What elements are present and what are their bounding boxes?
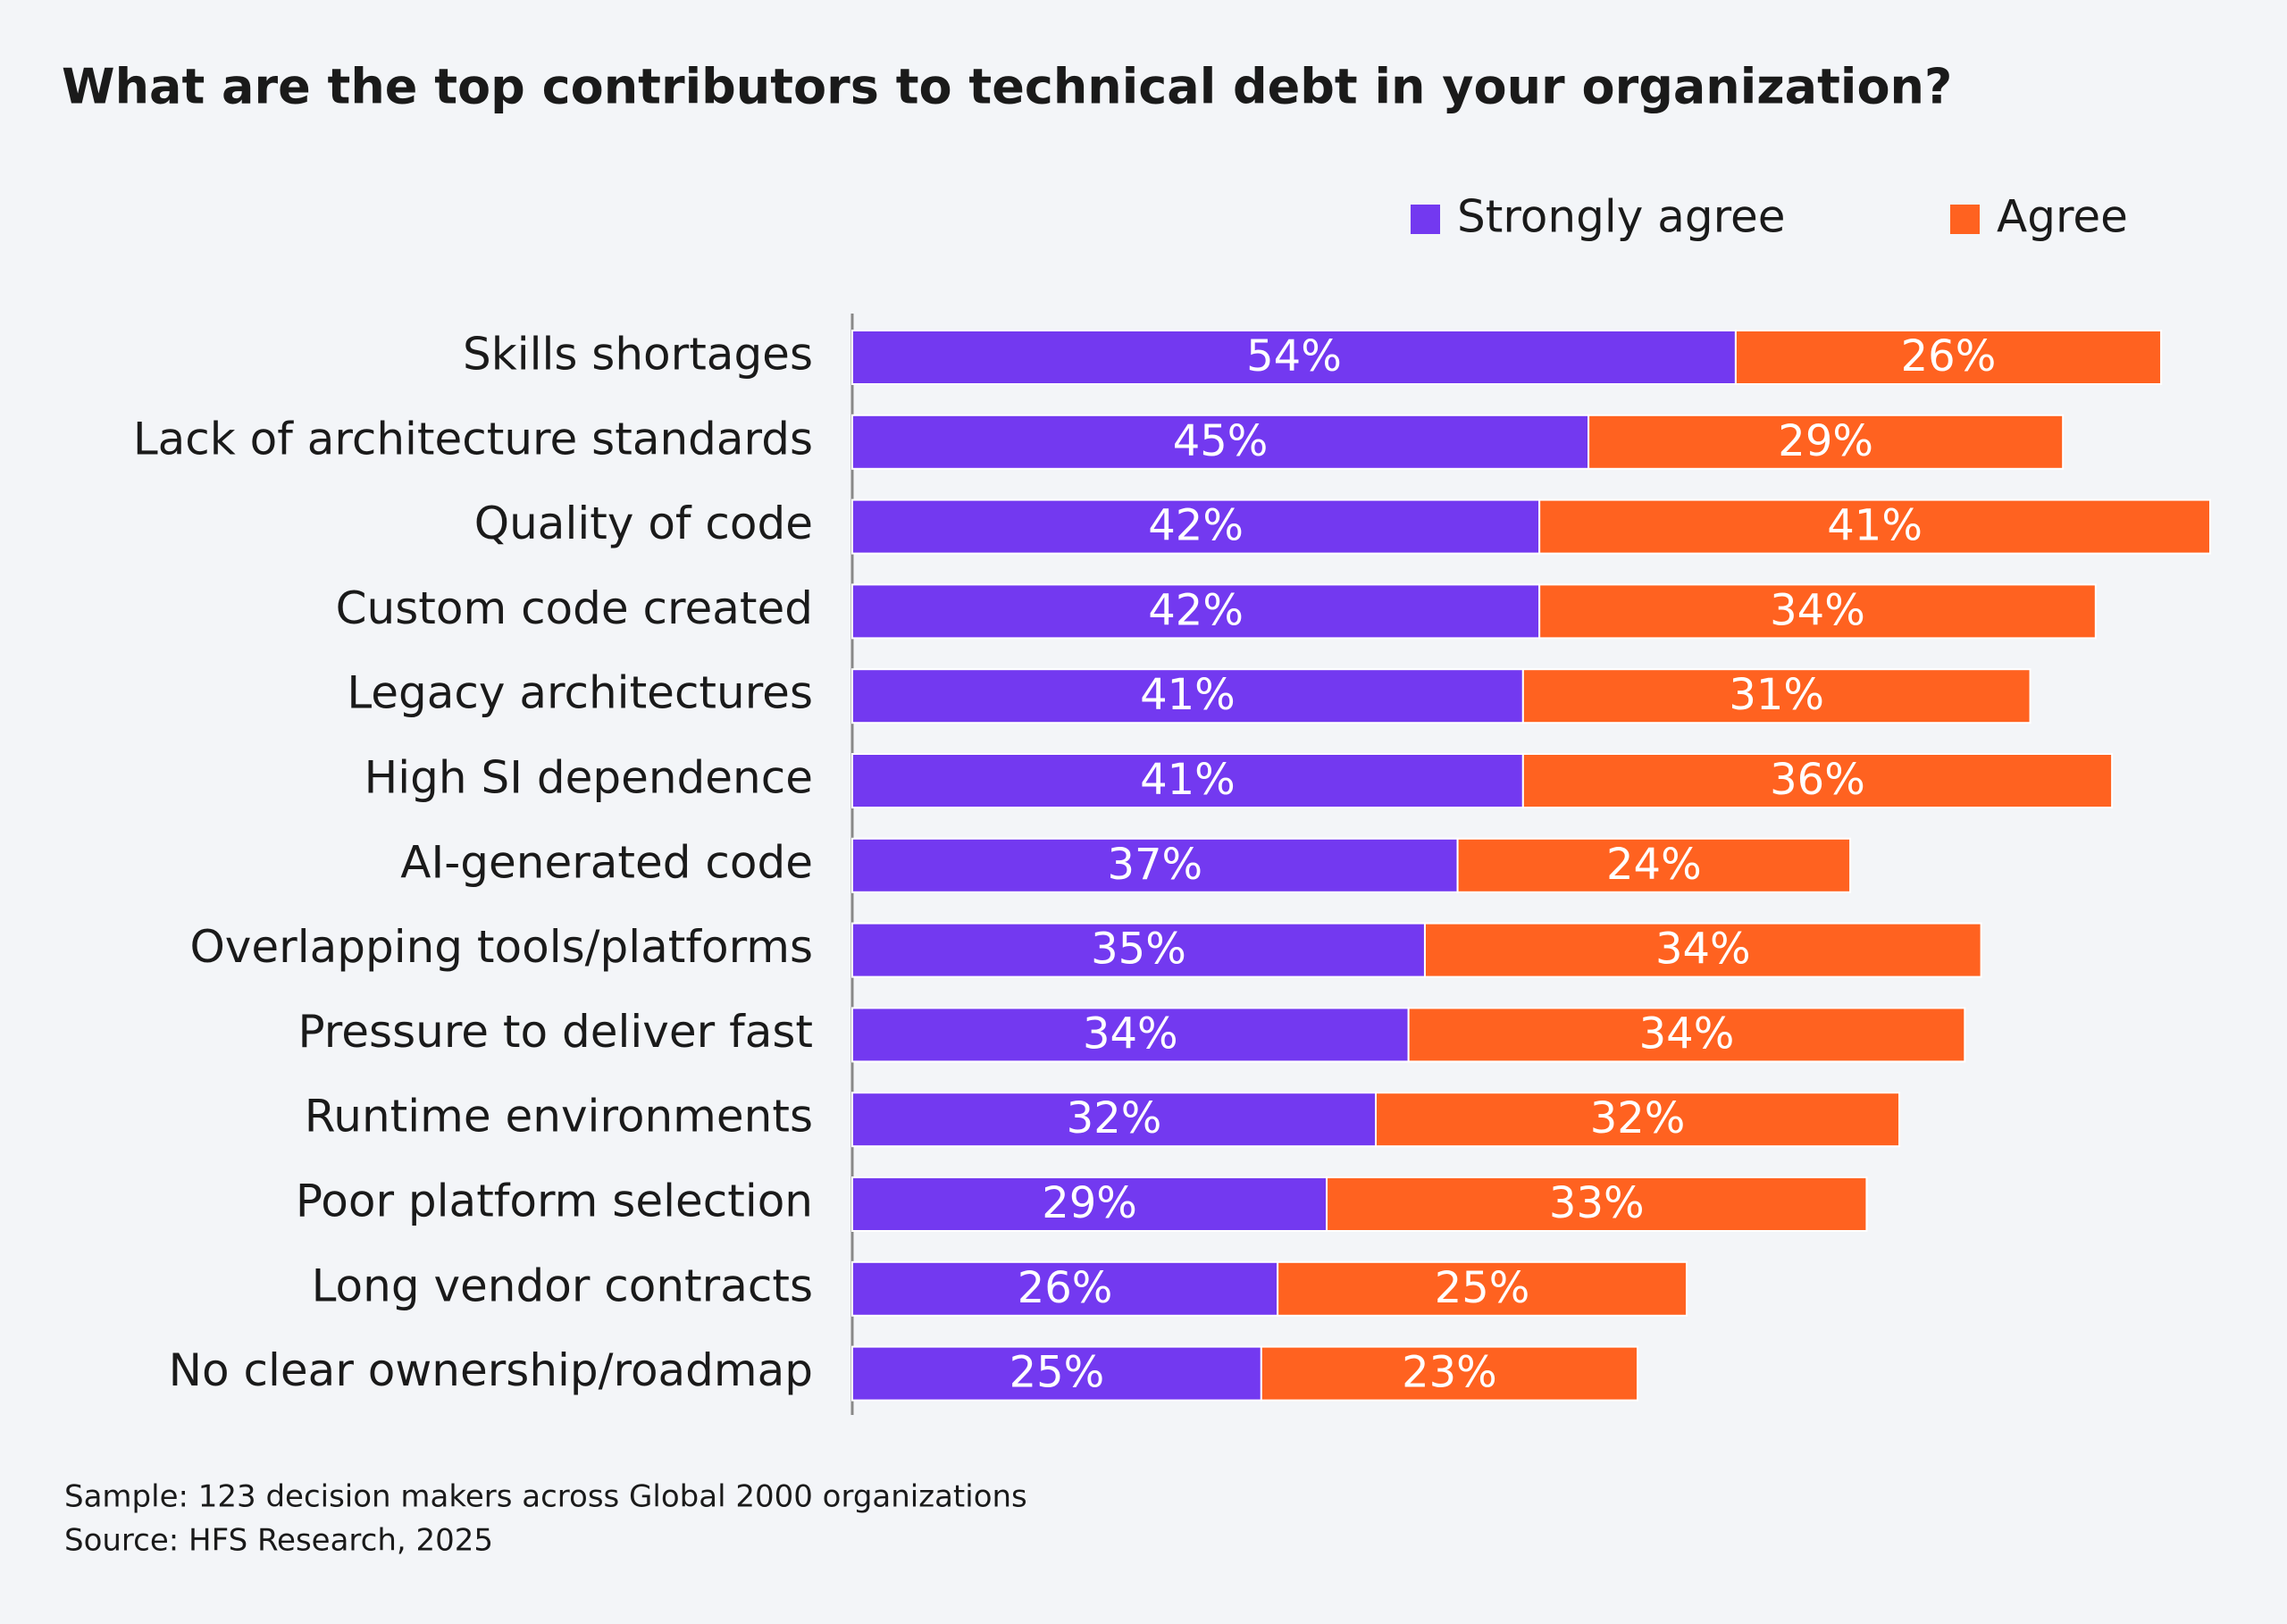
bar-segment <box>1277 1260 1688 1317</box>
bar-segment <box>1521 668 2031 724</box>
bar-segment <box>1538 583 2097 640</box>
value-label: 32% <box>1590 1093 1686 1143</box>
bar-segment <box>1407 1007 1966 1063</box>
category-label: High SI dependence <box>364 752 813 804</box>
bar-segment <box>851 753 1524 808</box>
value-label: 26% <box>1901 331 1997 381</box>
value-label: 45% <box>1173 416 1269 466</box>
bar-segment <box>1456 837 1852 893</box>
bar-segment <box>851 1345 1262 1402</box>
value-label: 42% <box>1148 585 1244 635</box>
bar-segment <box>851 1176 1328 1232</box>
value-label: 29% <box>1042 1178 1137 1228</box>
value-label: 34% <box>1655 925 1751 975</box>
value-label: 32% <box>1067 1093 1162 1143</box>
footnote: Source: HFS Research, 2025 <box>64 1523 493 1559</box>
value-label: 34% <box>1639 1009 1735 1059</box>
bar-segment <box>1734 330 2163 385</box>
category-label: Legacy architectures <box>347 667 813 719</box>
value-label: 34% <box>1770 585 1865 635</box>
value-label: 33% <box>1549 1178 1645 1228</box>
category-label: Lack of architecture standards <box>133 413 813 465</box>
value-label: 41% <box>1140 670 1236 720</box>
value-label: 42% <box>1148 501 1244 551</box>
bar-segment <box>1260 1345 1639 1402</box>
legend-label: Agree <box>1997 191 2128 243</box>
bar-segment <box>851 837 1459 893</box>
category-label: AI-generated code <box>400 836 813 888</box>
bar-segment <box>851 668 1524 724</box>
bar-segment <box>851 330 1737 385</box>
value-label: 31% <box>1729 670 1824 720</box>
category-label: Quality of code <box>474 498 813 549</box>
value-label: 35% <box>1091 925 1186 975</box>
bar-segment <box>1587 414 2065 470</box>
chart-title: What are the top contributors to technic… <box>62 59 1952 115</box>
value-label: 36% <box>1770 755 1865 805</box>
legend-label: Strongly agree <box>1457 191 1786 243</box>
category-label: Long vendor contracts <box>312 1260 813 1311</box>
category-label: Pressure to deliver fast <box>298 1006 813 1058</box>
bar-segment <box>1423 922 1982 978</box>
category-label: Overlapping tools/platforms <box>189 921 813 973</box>
bar-segment <box>851 498 1541 555</box>
value-label: 29% <box>1778 416 1873 466</box>
value-label: 25% <box>1009 1348 1105 1398</box>
footnote: Sample: 123 decision makers across Globa… <box>64 1479 1027 1515</box>
value-label: 23% <box>1402 1348 1497 1398</box>
bar-segment <box>1375 1092 1901 1148</box>
value-label: 54% <box>1246 331 1342 381</box>
value-label: 41% <box>1827 501 1923 551</box>
value-label: 26% <box>1018 1263 1113 1313</box>
value-label: 41% <box>1140 755 1236 805</box>
value-label: 25% <box>1435 1263 1530 1313</box>
legend-swatch <box>1411 205 1440 234</box>
value-label: 37% <box>1107 840 1202 890</box>
category-label: No clear ownership/roadmap <box>169 1344 813 1396</box>
bar-segment <box>851 414 1590 470</box>
category-label: Runtime environments <box>305 1091 813 1143</box>
value-label: 34% <box>1083 1009 1178 1059</box>
category-label: Poor platform selection <box>296 1176 813 1227</box>
bar-segment <box>1521 753 2114 808</box>
bar-segment <box>851 1092 1378 1148</box>
bar-segment <box>1538 498 2211 555</box>
value-label: 24% <box>1606 840 1702 890</box>
bar-segment <box>1326 1176 1868 1232</box>
category-label: Custom code created <box>336 582 813 634</box>
category-label: Skills shortages <box>463 329 813 381</box>
legend-swatch <box>1950 205 1980 234</box>
